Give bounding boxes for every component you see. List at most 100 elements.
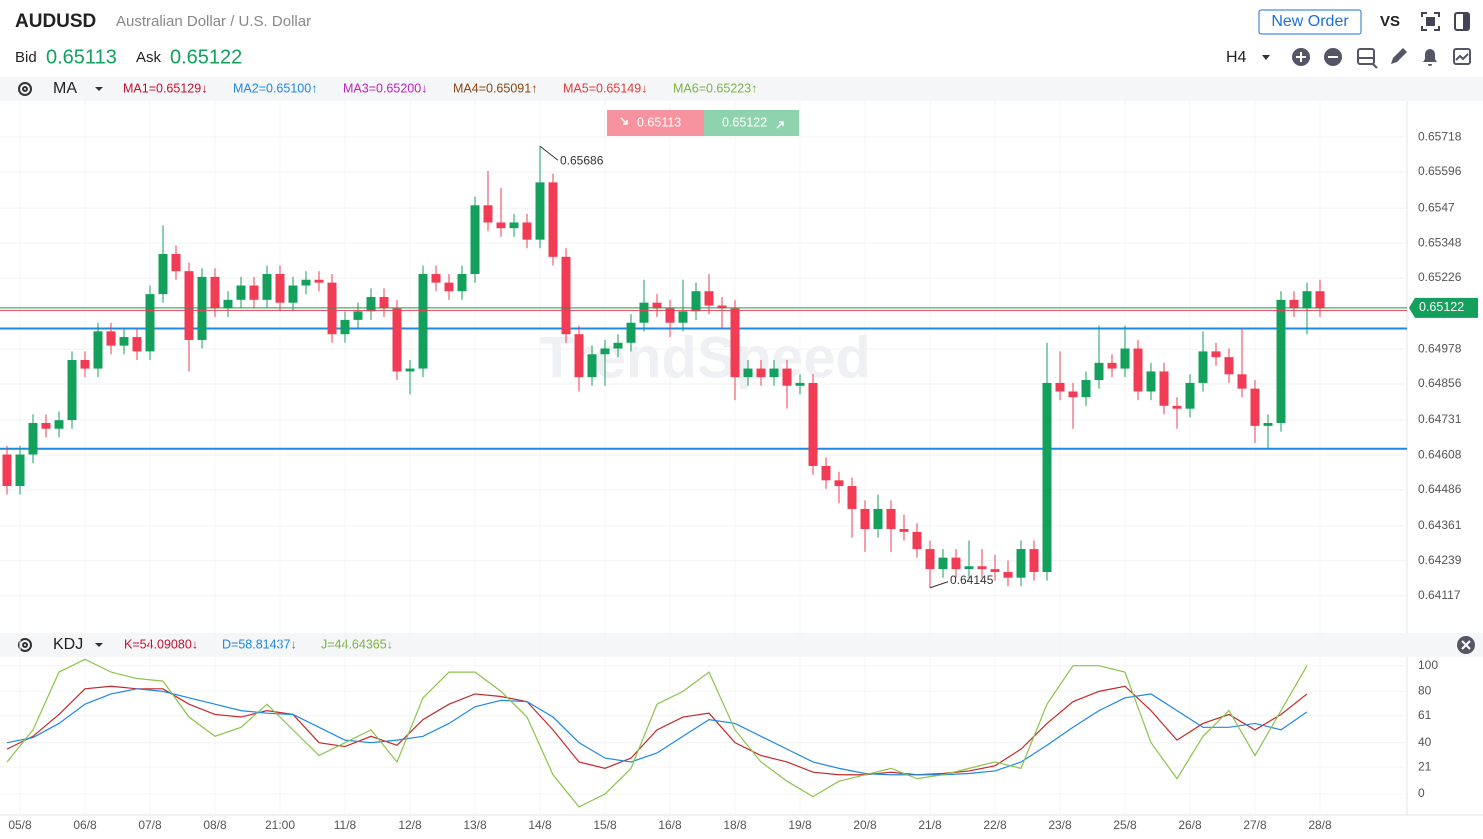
candle-body — [171, 253, 181, 272]
bid-box — [607, 110, 704, 136]
candle-body — [444, 282, 454, 292]
x-tick-label: 18/8 — [723, 818, 747, 832]
x-tick-label: 22/8 — [983, 818, 1007, 832]
x-tick-label: 16/8 — [658, 818, 682, 832]
candle-body — [483, 205, 493, 223]
candle-body — [457, 274, 467, 292]
candle-body — [431, 274, 441, 283]
candle-body — [1237, 374, 1247, 389]
x-tick-label: 12/8 — [398, 818, 422, 832]
alert-icon[interactable] — [1423, 49, 1437, 66]
candle-body — [67, 359, 77, 421]
y-tick-label: 0.65596 — [1418, 164, 1462, 178]
candle-body — [639, 302, 649, 323]
x-tick-label: 08/8 — [203, 818, 227, 832]
kdj-caret[interactable] — [95, 643, 103, 647]
candle-body — [93, 331, 103, 369]
candle-body — [197, 276, 207, 340]
candle-body — [1211, 351, 1221, 358]
candle-body — [1055, 382, 1065, 392]
candle-body — [223, 299, 233, 309]
y-tick-label: 0.65348 — [1418, 235, 1462, 249]
price-tag-label: 0.65122 — [1419, 300, 1464, 314]
candle-body — [808, 382, 818, 466]
y-tick-label: 0.64361 — [1418, 518, 1462, 532]
ma-caret[interactable] — [95, 87, 103, 91]
candle-body — [301, 279, 311, 286]
ma-value: MA1=0.65129↓ — [123, 81, 207, 95]
candle-body — [769, 368, 779, 378]
candle-body — [886, 508, 896, 530]
x-tick-label: 13/8 — [463, 818, 487, 832]
candle-body — [795, 382, 805, 386]
x-tick-label: 06/8 — [73, 818, 97, 832]
x-tick-label: 23/8 — [1048, 818, 1072, 832]
x-tick-label: 15/8 — [593, 818, 617, 832]
candle-body — [821, 465, 831, 481]
x-tick-label: 05/8 — [8, 818, 32, 832]
candle-body — [1159, 371, 1169, 406]
candle-body — [158, 253, 168, 295]
y-tick-label: 0.64856 — [1418, 376, 1462, 390]
candle-body — [1107, 362, 1117, 369]
candle-body — [561, 256, 571, 335]
symbol-name: Australian Dollar / U.S. Dollar — [116, 13, 311, 30]
candle-body — [405, 368, 415, 372]
up-arrow — [776, 121, 784, 129]
ma-value: MA2=0.65100↑ — [233, 81, 317, 95]
new-order-label[interactable]: New Order — [1271, 13, 1349, 30]
candle-body — [1198, 351, 1208, 383]
candle-body — [704, 291, 714, 306]
zoom-in-icon[interactable] — [1292, 48, 1310, 66]
candle-body — [990, 569, 1000, 572]
new-order-button[interactable] — [1258, 9, 1362, 35]
candle-body — [262, 274, 272, 300]
timeframe[interactable]: H4 — [1226, 49, 1247, 66]
ma-value: MA6=0.65223↑ — [673, 81, 757, 95]
kdj-value: D=58.81437↓ — [222, 637, 297, 651]
ma-value: MA3=0.65200↓ — [343, 81, 427, 95]
timeframe-caret[interactable] — [1262, 55, 1270, 60]
fullscreen-icon[interactable] — [1421, 12, 1440, 31]
bid-value: 0.65113 — [46, 46, 117, 68]
candle-body — [366, 296, 376, 312]
chart-type-icon[interactable] — [1357, 48, 1378, 69]
x-tick-label: 21:00 — [265, 818, 295, 832]
candle-body — [379, 296, 389, 309]
y-tick-label: 0.64608 — [1418, 447, 1462, 461]
candle-body — [106, 331, 116, 346]
bid-label: Bid — [15, 49, 37, 66]
candle-body — [340, 319, 350, 335]
x-tick-label: 07/8 — [138, 818, 162, 832]
kdj-close-icon[interactable] — [1457, 636, 1475, 654]
candle-body — [873, 508, 883, 530]
candle-body — [925, 549, 935, 570]
candle-body — [951, 557, 961, 570]
candle-body — [1185, 382, 1195, 409]
candle-body — [1146, 371, 1156, 392]
ma-label[interactable]: MA — [53, 80, 77, 97]
candle-body — [756, 368, 766, 378]
candle-body — [418, 274, 428, 369]
candle-body — [288, 285, 298, 303]
candle-body — [1003, 571, 1013, 578]
kdj-line — [6, 685, 1308, 776]
kdj-tick-label: 40 — [1418, 735, 1432, 749]
y-tick-label: 0.6547 — [1418, 200, 1455, 214]
zoom-out-icon[interactable] — [1324, 48, 1342, 66]
ma-settings-icon[interactable] — [18, 82, 32, 96]
candle-body — [54, 420, 64, 429]
indicator-icon[interactable] — [1453, 48, 1471, 65]
candle-body — [964, 566, 974, 570]
vs-button[interactable]: VS — [1380, 13, 1400, 30]
candle-body — [691, 291, 701, 312]
candle-body — [327, 282, 337, 335]
y-tick-label: 0.64486 — [1418, 482, 1462, 496]
draw-icon[interactable] — [1391, 48, 1407, 64]
low-annotation: 0.64145 — [950, 573, 994, 587]
layout-icon[interactable] — [1454, 12, 1470, 31]
kdj-label[interactable]: KDJ — [53, 636, 83, 653]
candle-body — [847, 486, 857, 509]
kdj-settings-icon[interactable] — [18, 638, 32, 652]
